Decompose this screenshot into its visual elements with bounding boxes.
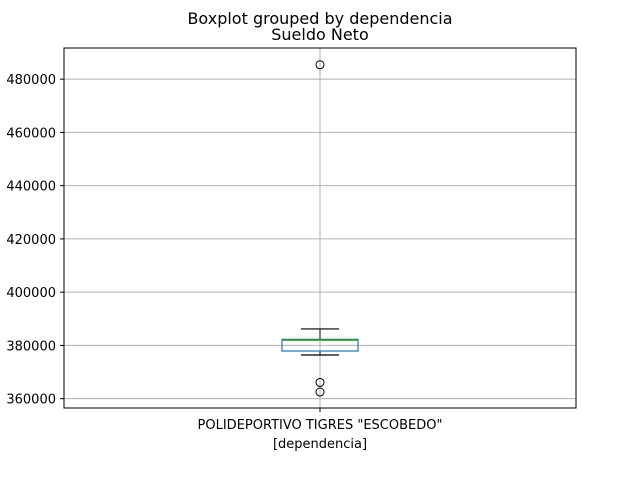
y-tick-label: 440000 xyxy=(6,180,56,195)
outlier-point xyxy=(315,377,325,387)
outlier-point xyxy=(315,387,325,397)
y-axis: 360000 380000 400000 420000 440000 460000 4800… xyxy=(6,73,64,408)
box-group xyxy=(281,60,359,397)
y-tick-label: 380000 xyxy=(6,339,56,354)
y-tick-label: 420000 xyxy=(6,233,56,248)
grid-lines xyxy=(64,48,576,408)
chart-title: Sueldo Neto xyxy=(271,25,369,44)
chart-suptitle: Boxplot grouped by dependencia xyxy=(187,9,452,28)
y-tick-label: 460000 xyxy=(6,126,56,141)
x-axis: POLIDEPORTIVO TIGRES "ESCOBEDO" xyxy=(198,408,443,433)
y-tick-label: 400000 xyxy=(6,286,56,301)
plot-frame xyxy=(63,47,577,409)
iqr-box xyxy=(281,338,359,352)
y-tick-label: 480000 xyxy=(6,73,56,88)
outlier-point xyxy=(315,60,325,70)
x-tick-label: POLIDEPORTIVO TIGRES "ESCOBEDO" xyxy=(198,418,443,433)
x-axis-label: [dependencia] xyxy=(273,437,367,452)
y-tick-label: 360000 xyxy=(6,393,56,408)
